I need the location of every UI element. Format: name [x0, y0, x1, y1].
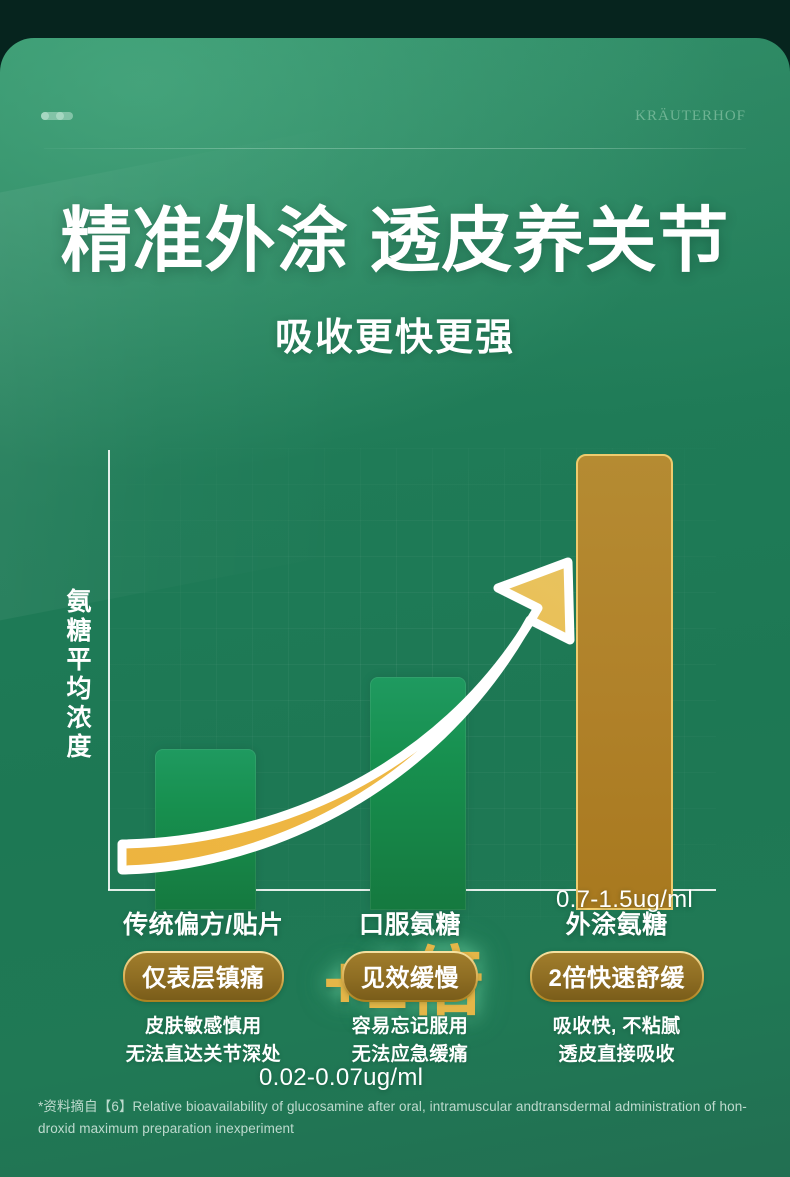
source-footnote: *资料摘自【6】Relative bioavailability of gluc…: [38, 1099, 747, 1137]
column-title: 传统偏方/贴片: [123, 911, 284, 939]
column-note-1: 容易忘记服用: [351, 1016, 469, 1037]
column-oral: 口服氨糖 见效缓慢 容易忘记服用 无法应急缓痛: [307, 905, 514, 1065]
comparison-columns: 传统偏方/贴片 仅表层镇痛 皮肤敏感慎用 无法直达关节深处 口服氨糖 见效缓慢 …: [100, 905, 720, 1065]
column-note-1: 吸收快, 不粘腻: [552, 1016, 681, 1037]
column-note-2: 透皮直接吸收: [558, 1044, 675, 1066]
bar-traditional: [155, 749, 256, 910]
bar-topical: [576, 454, 673, 910]
column-note-2: 无法直达关节深处: [125, 1044, 281, 1066]
column-title: 口服氨糖: [359, 911, 462, 939]
column-topical: 外涂氨糖 2倍快速舒缓 吸收快, 不粘腻 透皮直接吸收: [513, 905, 720, 1065]
bar-chart: +2倍 0.02-0.07ug/ml 0.7-1.5ug/ml 氨糖平均浓度: [0, 430, 790, 1091]
status-badge-label: 见效缓慢: [344, 953, 476, 1000]
value-label-oral: 0.02-0.07ug/ml: [259, 1064, 424, 1091]
page-subtitle: 吸收更快更强: [274, 317, 515, 359]
brand-divider: [44, 148, 746, 149]
chart-y-axis: [108, 450, 110, 890]
status-badge: 仅表层镇痛: [123, 951, 284, 1002]
brand-name: KRÄUTERHOF: [635, 101, 746, 125]
chart-y-axis-label: 氨糖平均浓度: [66, 588, 92, 761]
value-label-topical: 0.7-1.5ug/ml: [556, 886, 694, 913]
column-title: 外涂氨糖: [565, 911, 668, 939]
status-badge-label: 仅表层镇痛: [125, 953, 282, 1000]
page-title: 精准外涂 透皮养关节: [60, 202, 730, 281]
column-note-2: 无法应急缓痛: [351, 1044, 469, 1066]
bar-oral: [370, 677, 466, 910]
brand-bar: KRÄUTERHOF: [0, 62, 790, 149]
column-traditional: 传统偏方/贴片 仅表层镇痛 皮肤敏感慎用 无法直达关节深处: [100, 905, 307, 1065]
status-badge: 见效缓慢: [342, 951, 478, 1002]
status-badge: 2倍快速舒缓: [529, 951, 704, 1002]
decorative-dots-icon: [41, 112, 73, 120]
status-badge-label: 2倍快速舒缓: [531, 953, 702, 1000]
column-note-1: 皮肤敏感慎用: [145, 1016, 262, 1037]
